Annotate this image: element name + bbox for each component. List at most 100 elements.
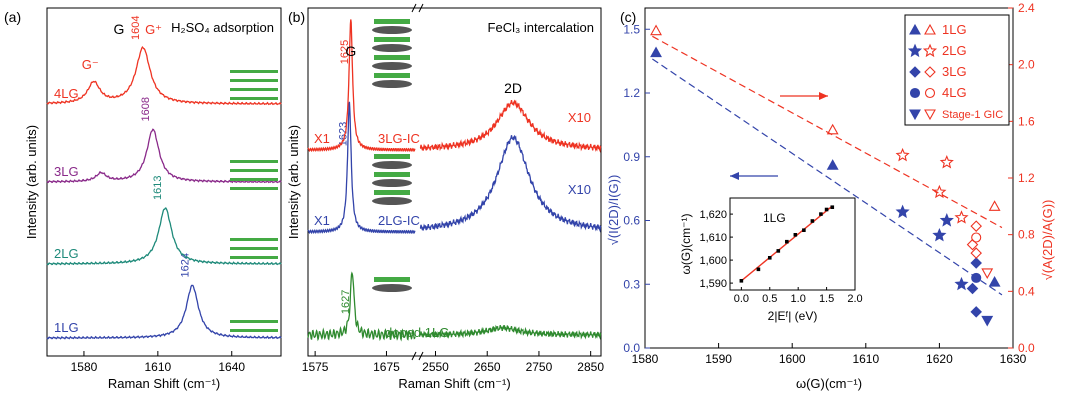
panel-a-molecule-layer [230, 178, 278, 181]
panel-c-ytick-label-right: 1.2 [1018, 171, 1035, 185]
panel-a-molecule-layer [230, 247, 278, 250]
panel-c-legend-marker-right [924, 66, 936, 78]
panel-b-fecl3-layer [374, 37, 410, 42]
panel-b-peak-label-2LG-IC: 1623 [337, 122, 349, 146]
panel-b-band-label-g: G [345, 43, 356, 59]
panel-a-title: H₂SO₄ adsorption [171, 20, 274, 35]
panel-c-ylabel-right: √(A(2D)/A(G)) [1040, 200, 1055, 281]
panel-a-molecule-layer [230, 187, 278, 190]
panel-b-series-G-3LG-IC [307, 19, 416, 153]
panel-a-peak-tag-gminus: G⁻ [82, 57, 99, 72]
panel-b-series-G-doped 1LG [307, 271, 416, 342]
panel-c-legend-marker-right [922, 43, 938, 58]
panel-c-inset-xtick-label: 1.5 [819, 293, 834, 305]
panel-c-ytick-label-right: 0.8 [1018, 228, 1035, 242]
panel-c-ytick-label-right: 0.4 [1018, 284, 1035, 298]
panel-a-series-label-2LG: 2LG [54, 246, 79, 261]
panel-a-series-1LG [46, 284, 282, 340]
panel-b-series-label-doped 1LG: doped 1LG [385, 325, 449, 340]
panel-c-point-right-2LG [939, 154, 954, 169]
panel-c-ylabel-left: √(I(2D)/I(G)) [606, 175, 621, 246]
panel-c-point-right-4LG [971, 232, 982, 243]
panel-c-legend-label: 4LG [942, 85, 967, 100]
panel-c-legend [904, 14, 1010, 126]
panel-b-scale-label: X1 [314, 131, 330, 146]
panel-b-graphene-layer [372, 44, 412, 52]
panel-c-point-left-3LG [966, 282, 979, 295]
panel-a-xtick-label: 1640 [218, 360, 245, 374]
panel-c-ytick-label-right: 1.6 [1018, 114, 1035, 128]
panel-c-legend-marker-left [909, 109, 921, 121]
panel-c-inset-point [767, 256, 772, 260]
panel-c-inset-point [819, 212, 823, 216]
panel-b-fecl3-layer [374, 55, 410, 60]
panel-c-xtick-label: 1580 [632, 352, 659, 366]
panel-c-inset-xtick-label: 0.5 [762, 293, 777, 305]
panel-c-legend-label: Stage-1 GIC [942, 109, 1003, 121]
panel-c-point-left-1LG [988, 275, 1001, 287]
panel-b-scale-label: X1 [314, 213, 330, 228]
panel-b-series-label-2LG-IC: 2LG-IC [378, 213, 420, 228]
panel-c-inset-point [830, 205, 835, 209]
panel-b-xtick-label: 2850 [577, 360, 604, 374]
panel-a-molecule-layer [230, 329, 278, 332]
panel-c-ytick-label-left: 1.5 [623, 22, 640, 36]
panel-b-frame [307, 7, 602, 357]
panel-b-graphene-layer [372, 284, 412, 292]
panel-b-axis-break [418, 351, 424, 361]
panel-b-series-2D-2LG-IC [419, 134, 602, 233]
panel-b-fecl3-layer [374, 277, 410, 282]
panel-a-molecule-layer [230, 160, 278, 163]
panel-c-xlabel: ω(G)(cm⁻¹) [796, 376, 862, 391]
panel-b-graphene-layer [372, 80, 412, 88]
panel-b-graphene-layer [372, 26, 412, 34]
panel-a-series-label-1LG: 1LG [54, 320, 79, 335]
panel-c-point-right-3LG [966, 238, 979, 251]
panel-b-xtick-label: 1575 [302, 360, 329, 374]
panel-c-inset-point [756, 267, 761, 272]
panel-c-point-left-2LG [895, 204, 910, 219]
panel-a-label: (a) [4, 9, 21, 25]
panel-b-graphene-layer [372, 161, 412, 169]
panel-c-inset-ytick-label: 1,600 [699, 255, 727, 267]
panel-c-ytick-label-right: 2.4 [1018, 1, 1035, 15]
panel-c-point-left-1LG [650, 46, 662, 58]
panel-c-inset-frame [729, 197, 856, 291]
panel-a-molecule-layer [230, 256, 278, 259]
panel-c-arrow-right-head [819, 92, 828, 100]
panel-b-graphene-layer [372, 62, 412, 70]
panel-c-xtick-label: 1620 [926, 352, 953, 366]
panel-b-2d-scale-label: X10 [568, 110, 591, 125]
panel-c-ytick-label-left: 0.0 [623, 341, 640, 355]
panel-b-ylabel: Intensity (arb. units) [286, 125, 301, 239]
panel-c-inset-point [810, 219, 815, 223]
panel-a-ylabel: Intensity (arb. units) [24, 125, 39, 239]
panel-b-series-2D-3LG-IC [419, 99, 602, 153]
panel-b-xtick-label: 2650 [474, 360, 501, 374]
panel-a-molecule-layer [230, 238, 278, 241]
panel-a-molecule-layer [230, 320, 278, 323]
panel-c-point-left-2LG [954, 276, 969, 291]
panel-a-series-2LG [46, 207, 282, 266]
panel-c-legend-marker-right [924, 109, 936, 121]
panel-c-point-left-3LG [970, 306, 982, 318]
panel-b-xtick-label: 2550 [422, 360, 449, 374]
panel-c-inset-point [824, 207, 829, 212]
panel-c-inset-point [739, 279, 744, 283]
panel-c-point-right-Stage-1 GIC [981, 268, 994, 280]
panel-c-ytick-label-right: 2.0 [1018, 58, 1035, 72]
panel-c-inset-ytick-label: 1,620 [699, 209, 727, 221]
panel-b-graphene-layer [372, 179, 412, 187]
panel-c-label: (c) [620, 9, 636, 25]
panel-c-point-left-4LG [971, 272, 982, 283]
panel-a-xlabel: Raman Shift (cm⁻¹) [108, 376, 220, 391]
panel-c-inset-xtick-label: 0.0 [734, 293, 749, 305]
panel-b-xtick-label: 2750 [526, 360, 553, 374]
panel-c-xtick-label: 1610 [852, 352, 879, 366]
panel-b-fecl3-layer [374, 190, 410, 195]
panel-b-title: FeCl₃ intercalation [488, 20, 594, 35]
panel-c-inset-label: 1LG [763, 211, 786, 225]
panel-a-series-label-3LG: 3LG [54, 164, 79, 179]
panel-c-ytick-label-left: 0.3 [623, 277, 640, 291]
